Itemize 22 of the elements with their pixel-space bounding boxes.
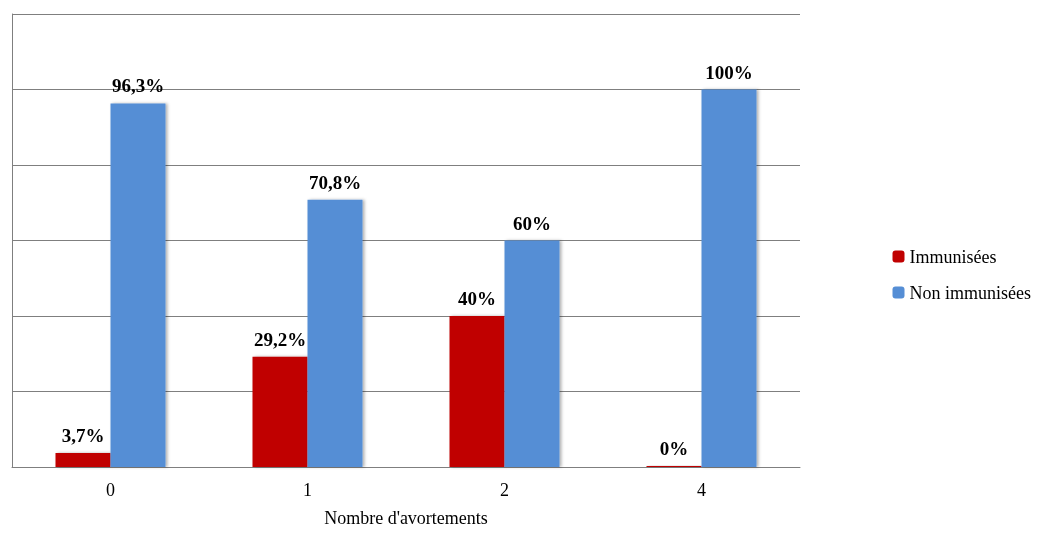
data-label: 96,3% <box>111 75 165 97</box>
data-label: 0% <box>659 438 689 459</box>
bar <box>307 199 363 467</box>
data-label: 100% <box>705 61 753 83</box>
data-label: 60% <box>513 212 551 234</box>
data-label: 29,2% <box>253 328 307 350</box>
legend-label: Immunisées <box>909 246 997 267</box>
x-tick-label: 0 <box>106 480 115 500</box>
bar <box>701 89 757 467</box>
bar <box>449 316 505 467</box>
data-label: 40% <box>458 288 496 309</box>
data-label: 3,7% <box>61 425 105 447</box>
data-label: 70,8% <box>308 171 362 193</box>
bar <box>55 453 111 467</box>
bar <box>504 240 560 467</box>
legend-label: Non immunisées <box>909 282 1032 303</box>
x-tick-label: 2 <box>500 480 509 500</box>
x-tick-label: 4 <box>697 480 706 500</box>
x-tick-label: 1 <box>303 480 312 500</box>
x-axis-title: Nombre d'avortements <box>324 508 488 528</box>
bar <box>110 103 166 467</box>
bar <box>252 356 308 467</box>
